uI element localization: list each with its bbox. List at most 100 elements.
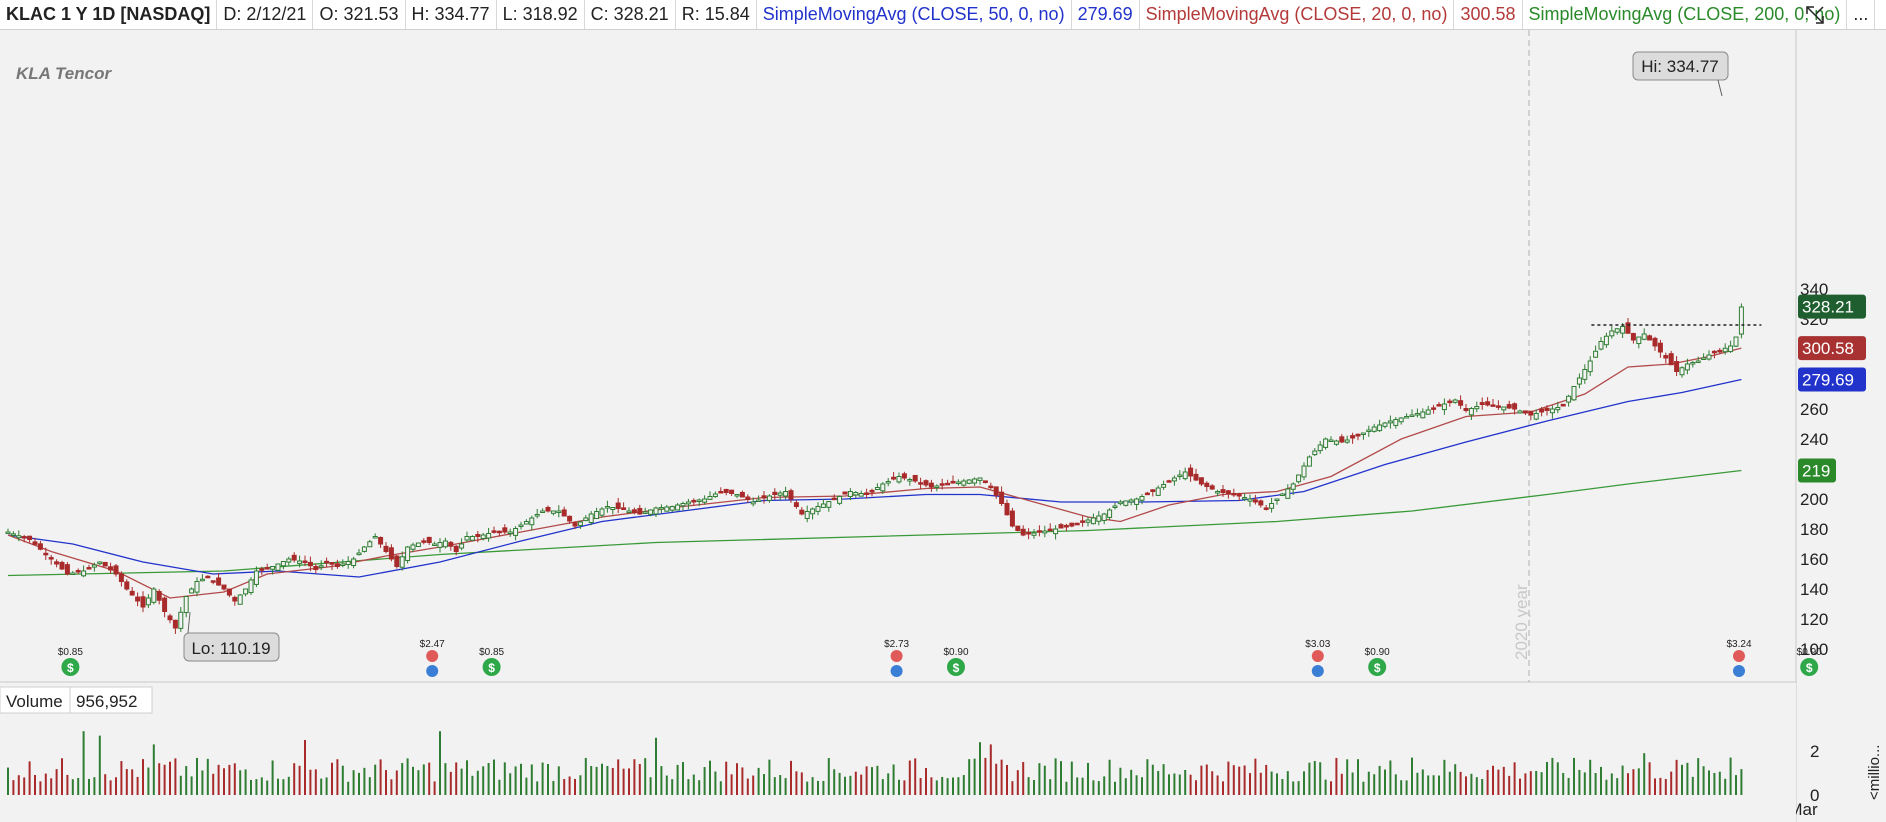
- candle-body: [561, 509, 567, 517]
- candle-body: [394, 555, 400, 568]
- candle-body: [820, 503, 826, 508]
- candle-body: [135, 596, 141, 602]
- candle-body: [275, 563, 281, 571]
- price-badges: 328.21 300.58 279.69 219: [1798, 294, 1866, 483]
- candle-body: [172, 619, 178, 629]
- candle-body: [1377, 424, 1383, 432]
- volume-bar: [957, 777, 960, 795]
- volume-bar: [860, 774, 863, 795]
- candle-body: [594, 511, 600, 519]
- sma200-label[interactable]: SimpleMovingAvg (CLOSE, 200, 0, no): [1523, 0, 1848, 29]
- candle-body: [1495, 405, 1501, 408]
- candle-body: [1738, 306, 1744, 335]
- volume-bar: [1729, 757, 1732, 795]
- candle-body: [1231, 492, 1237, 496]
- volume-bar: [1124, 778, 1127, 795]
- volume-bar: [1400, 780, 1403, 795]
- volume-bar: [1481, 779, 1484, 795]
- volume-bar: [1513, 762, 1516, 795]
- volume-bar: [314, 769, 317, 795]
- candle-body: [1576, 377, 1582, 385]
- volume-bar: [1718, 771, 1721, 795]
- volume-bar: [487, 763, 490, 795]
- candle-body: [669, 506, 675, 511]
- sma50-label[interactable]: SimpleMovingAvg (CLOSE, 50, 0, no): [757, 0, 1072, 29]
- dividend-icon: [947, 658, 965, 676]
- candle-body: [1209, 485, 1215, 490]
- volume-bar: [104, 774, 107, 795]
- volume-bar: [1060, 761, 1062, 795]
- volume-bar: [1173, 773, 1176, 795]
- dividend-amount-label: $0.85: [479, 647, 504, 658]
- y-tick-label: 240: [1800, 430, 1828, 449]
- high-annotation-box: [1632, 51, 1729, 81]
- volume-bar: [1335, 757, 1338, 795]
- volume-bar: [638, 763, 641, 795]
- candle-body: [1182, 471, 1188, 480]
- volume-bar: [7, 767, 9, 795]
- high-readout: H: 334.77: [406, 0, 497, 29]
- candle-body: [210, 580, 216, 583]
- volume-bar: [547, 763, 549, 795]
- symbol-title[interactable]: KLAC 1 Y 1D [NASDAQ]: [0, 0, 218, 29]
- volume-bar: [1265, 764, 1268, 795]
- volume-bar: [412, 766, 414, 795]
- candle-body: [1522, 410, 1528, 414]
- candle-body: [1674, 361, 1680, 372]
- volume-bar: [557, 766, 560, 795]
- candle-body: [361, 546, 367, 552]
- volume-bar: [1740, 769, 1743, 795]
- volume-bar: [217, 764, 220, 795]
- candle-body: [388, 547, 394, 560]
- earnings-info-icon: [1733, 665, 1745, 677]
- volume-bar: [1546, 761, 1548, 795]
- volume-bar: [795, 771, 798, 795]
- earnings-icon: [426, 650, 439, 662]
- candle-body: [1706, 354, 1712, 360]
- volume-bar: [320, 778, 323, 795]
- volume-bar: [1724, 778, 1727, 795]
- candle-body: [32, 541, 38, 545]
- volume-bar: [120, 761, 123, 795]
- volume-bar: [1637, 768, 1640, 795]
- candle-body: [1490, 404, 1496, 407]
- candle-body: [550, 510, 556, 514]
- candle-body: [1625, 322, 1631, 334]
- candle-body: [432, 543, 438, 546]
- volume-bar: [1621, 765, 1624, 795]
- volume-bar: [622, 768, 625, 795]
- dividend-markers[interactable]: $0.85 $ $2.47 $0.85 $ $2.73 $0.90 $ $3.03 $0.90 $ $…: [58, 639, 1822, 677]
- volume-bar: [628, 768, 630, 795]
- volume-bar: [1567, 777, 1570, 795]
- volume-bar: [417, 770, 420, 795]
- earnings-icon: [1311, 650, 1324, 662]
- volume-bar: [1286, 771, 1289, 795]
- candle-body: [113, 565, 119, 575]
- volume-bar: [671, 779, 674, 795]
- sma20-label[interactable]: SimpleMovingAvg (CLOSE, 20, 0, no): [1140, 0, 1455, 29]
- collapse-icon[interactable]: [1804, 4, 1826, 26]
- volume-bar: [1438, 775, 1440, 795]
- candle-body: [5, 531, 11, 534]
- year-marker: 2020 year: [1512, 584, 1531, 660]
- volume-bar: [1340, 773, 1343, 795]
- candle-body: [1328, 439, 1334, 442]
- candle-body: [988, 485, 994, 489]
- volume-bar: [649, 777, 652, 795]
- candle-body: [1198, 477, 1204, 485]
- candle-body: [745, 496, 751, 500]
- candle-body: [1447, 400, 1453, 404]
- volume-bar: [233, 763, 236, 795]
- candle-body: [513, 528, 519, 536]
- candle-body: [1404, 416, 1410, 419]
- volume-bar: [325, 777, 328, 795]
- volume-bar: [1308, 762, 1311, 795]
- volume-bar: [266, 780, 269, 795]
- candle-body: [1188, 467, 1194, 477]
- candle-body: [270, 566, 276, 570]
- candle-body: [1593, 350, 1599, 358]
- candle-body: [75, 570, 81, 573]
- candle-body: [140, 596, 146, 608]
- candle-body: [739, 491, 745, 498]
- candle-body: [70, 572, 76, 575]
